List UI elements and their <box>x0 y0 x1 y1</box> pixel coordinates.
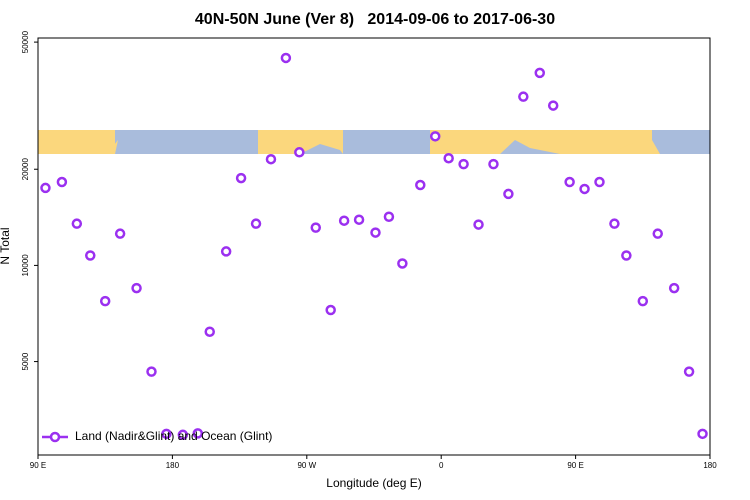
data-point <box>415 179 426 191</box>
data-point <box>131 282 142 294</box>
data-point <box>338 215 350 226</box>
data-point <box>161 428 172 440</box>
y-tick-label: 20000 <box>21 158 30 181</box>
data-point <box>56 176 68 188</box>
data-point <box>547 100 559 111</box>
x-tick-label: 0 <box>439 461 444 470</box>
data-point <box>397 258 408 269</box>
data-point <box>683 366 695 377</box>
data-point <box>310 222 322 233</box>
data-point <box>443 152 454 164</box>
data-point <box>280 52 292 64</box>
data-point <box>564 176 575 188</box>
data-point <box>235 172 247 184</box>
data-point <box>429 131 441 142</box>
x-tick-label: 90 E <box>30 461 46 470</box>
x-axis-label: Longitude (deg E) <box>326 476 421 490</box>
data-point <box>637 295 649 307</box>
data-point <box>146 366 157 377</box>
data-point <box>534 67 546 79</box>
data-point <box>40 182 51 194</box>
data-point <box>594 176 605 188</box>
data-point <box>250 218 262 229</box>
data-point <box>652 228 663 239</box>
data-point <box>473 219 484 230</box>
x-tick-label: 90 W <box>297 461 316 470</box>
data-point <box>370 227 381 238</box>
y-axis-label: N Total <box>0 227 12 264</box>
data-point <box>325 304 336 316</box>
plot-frame <box>37 37 711 456</box>
data-point <box>85 250 96 261</box>
y-tick-label: 50000 <box>21 30 30 53</box>
data-point <box>668 282 680 294</box>
data-point <box>265 153 277 165</box>
x-tick-label: 90 E <box>567 461 583 470</box>
chart-title: 40N-50N June (Ver 8) 2014-09-06 to 2017-… <box>195 11 555 28</box>
data-point <box>488 158 499 170</box>
data-point <box>71 218 83 229</box>
data-point <box>609 218 620 229</box>
legend-label: Land (Nadir&Glint) and Ocean (Glint) <box>75 429 272 443</box>
data-point <box>518 91 529 102</box>
data-point <box>114 228 126 239</box>
data-point <box>99 295 111 307</box>
y-tick-label: 10000 <box>21 254 30 277</box>
data-point <box>294 147 305 158</box>
data-point <box>458 158 469 170</box>
data-point <box>697 428 708 440</box>
legend-swatch-marker <box>49 431 61 443</box>
data-point <box>579 183 590 195</box>
data-point <box>383 211 395 223</box>
y-tick-label: 5000 <box>21 352 30 370</box>
data-point <box>177 429 189 441</box>
data-point <box>353 214 365 225</box>
x-tick-label: 180 <box>166 461 180 470</box>
data-point <box>204 326 215 337</box>
map-band <box>38 130 710 154</box>
x-tick-label: 180 <box>703 461 717 470</box>
data-point <box>621 250 632 261</box>
data-point <box>503 188 514 200</box>
data-point <box>192 428 204 439</box>
data-point <box>220 246 232 257</box>
